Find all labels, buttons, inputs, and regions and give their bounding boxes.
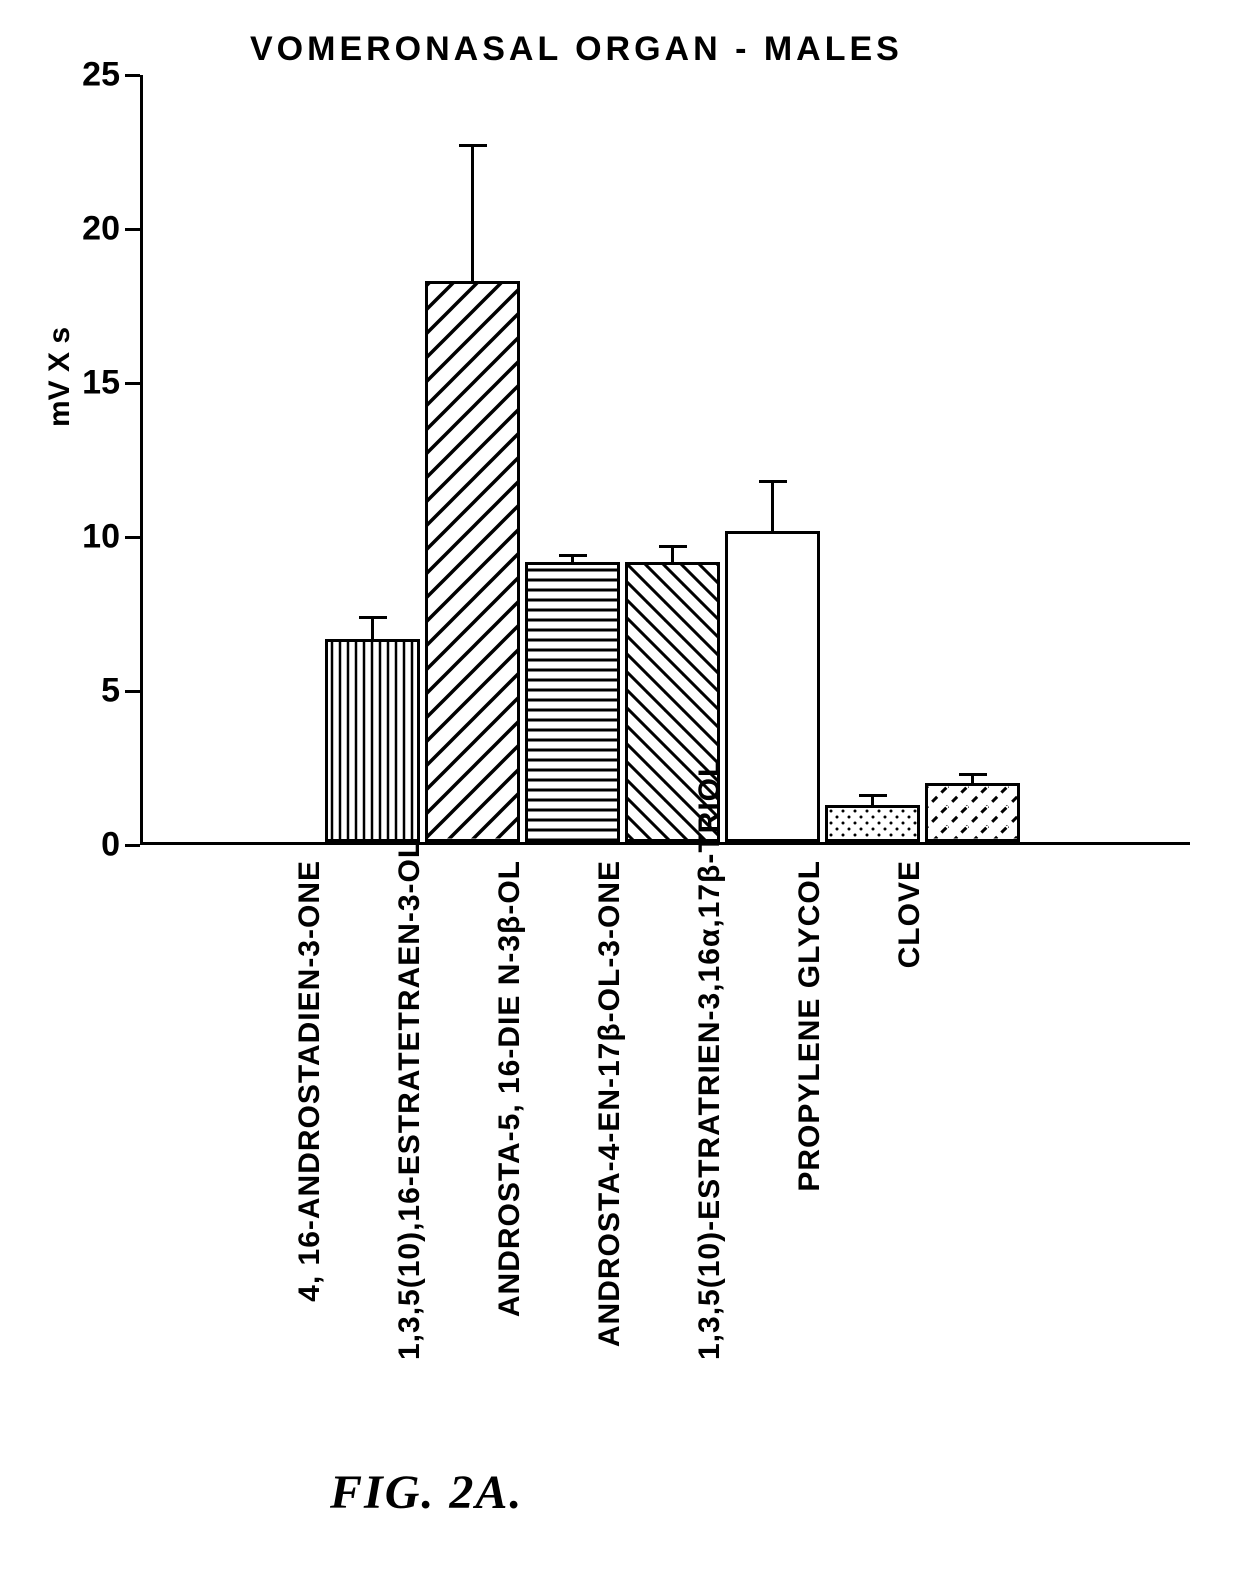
y-tick-label: 25 [70,56,120,95]
bar [925,783,1020,842]
y-tick [125,536,140,539]
y-axis [140,75,143,845]
error-bar [771,482,774,534]
bar [425,281,520,842]
error-cap [359,616,387,619]
error-bar [871,796,874,808]
error-cap [459,144,487,147]
y-tick [125,844,140,847]
bar [725,531,820,842]
y-tick [125,228,140,231]
error-cap [759,480,787,483]
error-cap [959,773,987,776]
x-category-label: ANDROSTA-4-EN-17β-OL-3-ONE [593,860,627,1360]
y-tick-label: 0 [70,826,120,865]
y-tick-label: 15 [70,364,120,403]
x-category-label: ANDROSTA-5, 16-DIE N-3β-OL [493,860,527,1360]
y-tick-label: 10 [70,518,120,557]
error-bar [971,774,974,786]
error-cap [659,545,687,548]
bar-fill [528,565,617,839]
error-cap [559,554,587,557]
chart-title: VOMERONASAL ORGAN - MALES [250,30,903,69]
bar-fill [328,642,417,839]
x-category-label: CLOVE [893,860,927,1360]
error-bar [371,617,374,642]
x-category-label: PROPYLENE GLYCOL [793,860,827,1360]
bar-fill [828,808,917,839]
y-tick-label: 5 [70,672,120,711]
chart-container: VOMERONASAL ORGAN - MALES mV X s 0510152… [50,30,1190,1530]
figure-label: FIG. 2A. [330,1465,523,1520]
error-bar [671,546,674,564]
bar-fill [428,284,517,839]
x-category-label: 1,3,5(10)-ESTRATRIEN-3,16α,17β-TRIOL [693,860,727,1360]
x-category-label: 4, 16-ANDROSTADIEN-3-ONE [293,860,327,1360]
bar-fill [928,786,1017,839]
bar [325,639,420,842]
y-tick [125,74,140,77]
x-category-label: 1,3,5(10),16-ESTRATETRAEN-3-OL [393,860,427,1360]
bar [525,562,620,842]
y-tick-label: 20 [70,210,120,249]
y-tick [125,690,140,693]
error-cap [859,794,887,797]
x-axis [140,842,1190,845]
y-tick [125,382,140,385]
bar-fill [728,534,817,839]
bar [825,805,920,842]
error-bar [471,146,474,285]
plot-area: 0510152025 [140,75,1190,845]
